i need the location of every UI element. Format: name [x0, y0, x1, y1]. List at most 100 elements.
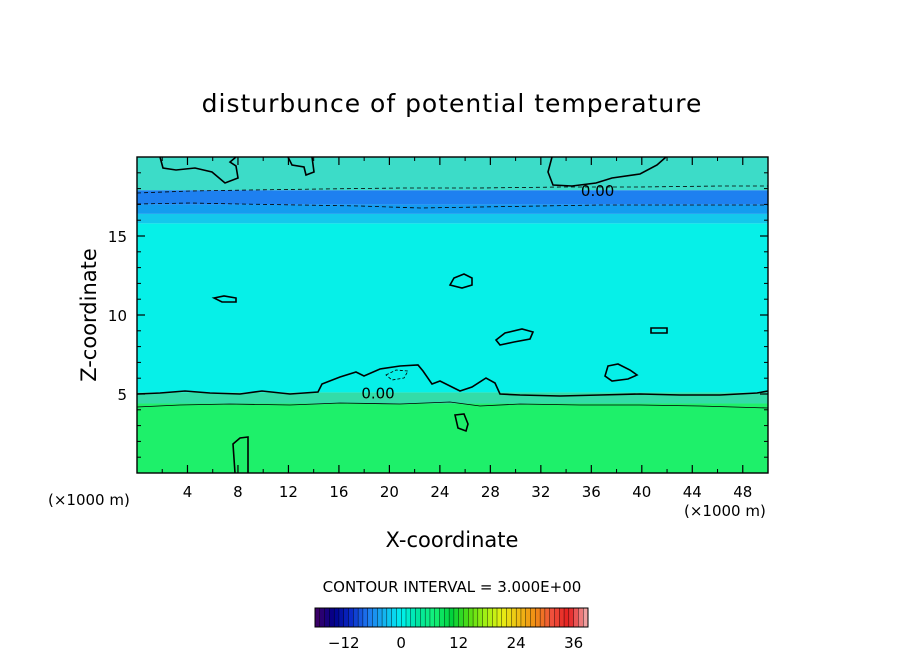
chart-title: disturbunce of potential temperature	[202, 89, 703, 118]
colorbar-cell	[410, 607, 417, 628]
colorbar-cell	[496, 607, 503, 628]
colorbar-cell	[434, 607, 441, 628]
contour-blob-d	[454, 413, 469, 433]
colorbar-cell	[420, 607, 426, 628]
colorbar-cell	[329, 607, 335, 628]
axis-ticks	[137, 157, 768, 473]
field-band-5	[137, 190, 768, 205]
colorbar-cell	[487, 607, 493, 628]
colorbar-tick-label-4: 36	[564, 634, 583, 652]
colorbar-cell	[338, 607, 345, 628]
contour-dashed-3	[385, 369, 409, 381]
colorbar-cell	[463, 607, 469, 628]
contour-label-1: 0.00	[361, 384, 394, 402]
field-band-4	[137, 204, 768, 214]
contour-bottom-plume	[232, 436, 249, 473]
x-tick-label-5: 24	[430, 483, 449, 501]
x-axis-label: X-coordinate	[386, 528, 519, 552]
field-band-3	[137, 213, 768, 224]
colorbar-tick-label-1: 0	[396, 634, 406, 652]
colorbar-cell	[367, 607, 373, 628]
colorbar-tick-label-2: 12	[449, 634, 468, 652]
x-tick-labels: 4 8 12 16 20 24 28 32 36 40 44 48	[183, 483, 753, 501]
x-unit-label-right: (×1000 m)	[684, 502, 766, 520]
colorbar-cell	[439, 607, 445, 628]
colorbar-cell	[482, 607, 488, 628]
colorbar-cell	[333, 607, 340, 628]
colorbar-tick-labels: −12 0 12 24 36	[328, 634, 583, 652]
contour-zero-lower	[137, 364, 768, 397]
colorbar-cell	[573, 607, 579, 628]
y-tick-label-0: 5	[117, 386, 127, 404]
x-tick-label-9: 40	[632, 483, 651, 501]
colorbar-cell	[314, 607, 321, 628]
colorbar-cell	[515, 607, 522, 628]
contour-blob-b	[494, 328, 535, 346]
colorbar-tick-label-3: 24	[507, 634, 526, 652]
colorbar	[314, 607, 589, 628]
colorbar-cell	[391, 607, 397, 628]
contour-upper-blob-left	[159, 157, 239, 184]
field-band-0	[137, 403, 768, 473]
colorbar-cell	[568, 607, 575, 628]
colorbar-cell	[554, 607, 560, 628]
contour-label-0: 0.00	[581, 182, 614, 200]
field-band-2	[137, 223, 768, 393]
y-tick-labels: 5 10 15	[108, 228, 127, 404]
contour-dashed-1	[137, 185, 768, 194]
colorbar-cell	[520, 607, 527, 628]
colorbar-cell	[362, 607, 369, 628]
x-tick-label-7: 32	[531, 483, 550, 501]
contour-blob-c	[604, 363, 639, 382]
contour-interval-text: CONTOUR INTERVAL = 3.000E+00	[323, 578, 582, 596]
contour-blob-e	[211, 295, 237, 303]
x-tick-label-0: 4	[183, 483, 193, 501]
y-tick-label-1: 10	[108, 307, 127, 325]
contour-upper-blob-mid	[287, 157, 315, 177]
colorbar-cell	[348, 607, 354, 628]
colorbar-cell	[535, 607, 541, 628]
contour-labels: 0.00 0.00	[361, 182, 614, 402]
x-tick-label-10: 44	[683, 483, 702, 501]
contour-lines-thin	[137, 185, 768, 409]
contour-blob-a	[448, 273, 473, 289]
colorbar-cell	[530, 607, 536, 628]
colorbar-cell	[343, 607, 350, 628]
colorbar-cell	[372, 607, 378, 628]
x-tick-label-8: 36	[582, 483, 601, 501]
colorbar-cell	[525, 607, 532, 628]
colorbar-cell	[563, 607, 570, 628]
colorbar-cell	[424, 607, 431, 628]
colorbar-cell	[549, 607, 555, 628]
x-tick-label-6: 28	[481, 483, 500, 501]
colorbar-cell	[458, 607, 464, 628]
colorbar-cell	[468, 607, 474, 628]
colorbar-cell	[353, 607, 359, 628]
temperature-field	[137, 157, 768, 473]
colorbar-cell	[429, 607, 436, 628]
contour-upper-blob-right	[547, 157, 667, 187]
colorbar-cell	[381, 607, 388, 628]
colorbar-cell	[377, 607, 383, 628]
colorbar-cell	[539, 607, 546, 628]
contour-blob-f	[650, 327, 668, 334]
x-tick-label-3: 16	[329, 483, 348, 501]
colorbar-cell	[501, 607, 508, 628]
colorbar-cell	[386, 607, 393, 628]
colorbar-cell	[415, 607, 421, 628]
colorbar-cell	[324, 607, 330, 628]
colorbar-cell	[477, 607, 484, 628]
colorbar-cell	[319, 607, 326, 628]
colorbar-cell	[444, 607, 450, 628]
contour-dashed-2	[137, 202, 768, 209]
colorbar-cell	[472, 607, 479, 628]
x-tick-label-1: 8	[233, 483, 243, 501]
colorbar-tick-label-0: −12	[328, 634, 360, 652]
colorbar-cell	[578, 607, 584, 628]
colorbar-cell	[559, 607, 565, 628]
x-unit-label-left: (×1000 m)	[48, 491, 130, 509]
x-tick-label-4: 20	[380, 483, 399, 501]
colorbar-cell	[544, 607, 551, 628]
colorbar-cell	[396, 607, 402, 628]
colorbar-cell	[448, 607, 455, 628]
